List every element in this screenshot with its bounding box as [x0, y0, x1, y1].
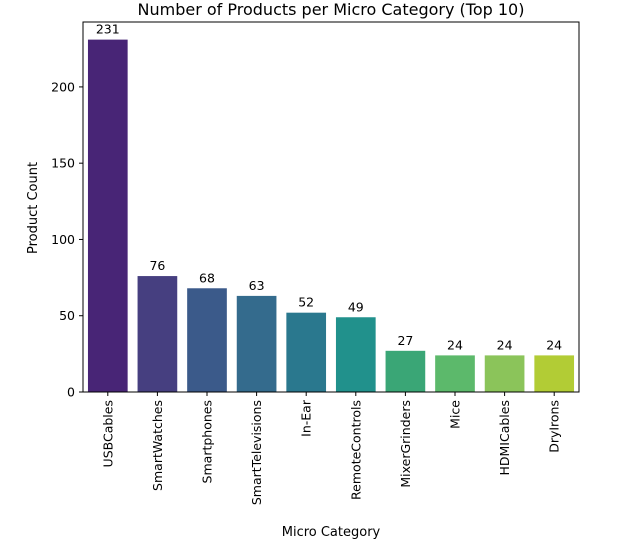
bars [87, 39, 575, 392]
bar [236, 295, 277, 392]
data-label: 76 [149, 258, 165, 273]
y-tick-label: 200 [51, 79, 75, 94]
bar [484, 355, 525, 392]
x-tick-label: RemoteControls [348, 400, 363, 500]
bar [385, 350, 426, 392]
bar [286, 312, 327, 392]
data-label: 231 [96, 22, 120, 37]
bar [187, 288, 227, 392]
x-tick-label: MixerGrinders [398, 400, 413, 488]
bar [137, 276, 178, 392]
x-tick-label: Mice [448, 400, 463, 429]
x-axis: USBCables SmartWatches Smartphones SmartTel… [100, 392, 562, 505]
y-tick-label: 50 [59, 308, 75, 323]
y-axis: 0 50 100 150 200 [51, 79, 83, 400]
y-tick-label: 0 [67, 385, 75, 400]
data-label: 27 [397, 333, 413, 348]
data-label: 24 [497, 337, 513, 352]
x-tick-label: SmartTelevisions [249, 400, 264, 505]
x-tick-label: HDMICables [497, 400, 512, 476]
y-tick-label: 150 [51, 156, 75, 171]
y-tick-label: 100 [51, 232, 75, 247]
x-tick-label: DryIrons [547, 400, 562, 453]
data-label: 24 [447, 337, 463, 352]
plot-frame [82, 21, 580, 393]
data-label: 68 [199, 270, 215, 285]
data-label: 52 [298, 295, 314, 310]
data-label: 63 [249, 278, 265, 293]
y-axis-label: Product Count [26, 162, 41, 254]
x-axis-label: Micro Category [282, 525, 381, 540]
x-tick-label: In-Ear [299, 399, 314, 437]
bar [534, 355, 575, 392]
chart-title: Number of Products per Micro Category (T… [138, 0, 525, 19]
bar [335, 317, 376, 392]
bar [87, 39, 128, 392]
x-tick-label: USBCables [100, 400, 115, 467]
x-tick-label: SmartWatches [150, 400, 165, 491]
data-labels: 231 76 68 63 52 49 27 24 24 24 [96, 22, 562, 353]
bar [435, 355, 475, 392]
data-label: 24 [546, 337, 562, 352]
x-tick-label: Smartphones [200, 400, 215, 483]
data-label: 49 [348, 299, 364, 314]
